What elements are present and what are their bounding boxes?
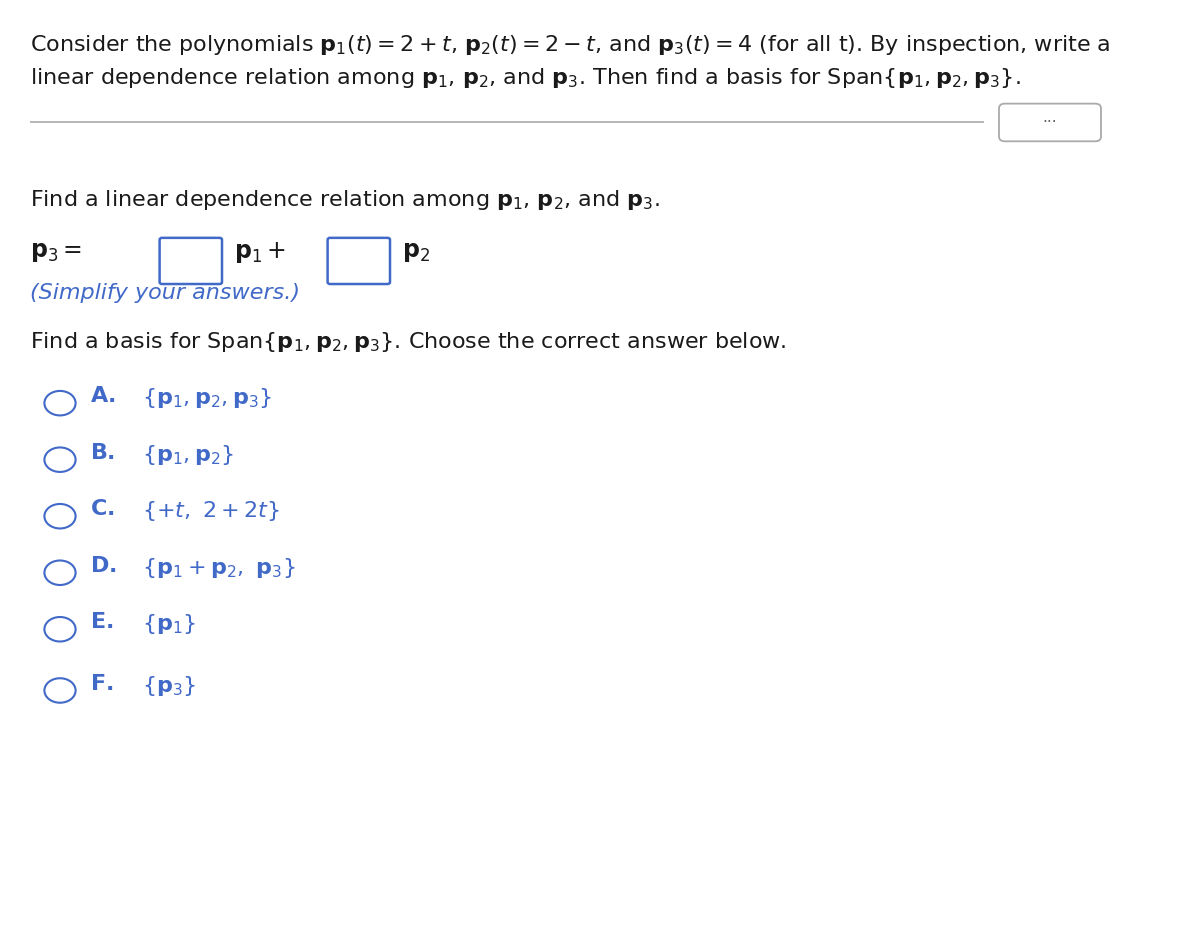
Text: Find a linear dependence relation among $\mathbf{p}_1$, $\mathbf{p}_2$, and $\ma: Find a linear dependence relation among …: [30, 188, 660, 212]
Text: ···: ···: [1043, 115, 1057, 130]
FancyBboxPatch shape: [998, 104, 1102, 141]
Text: $\{\mathbf{p}_1, \mathbf{p}_2, \mathbf{p}_3\}$: $\{\mathbf{p}_1, \mathbf{p}_2, \mathbf{p…: [142, 386, 272, 410]
Text: $\mathbf{E.}$: $\mathbf{E.}$: [90, 612, 113, 632]
Text: $\{\mathbf{p}_1, \mathbf{p}_2\}$: $\{\mathbf{p}_1, \mathbf{p}_2\}$: [142, 443, 234, 466]
Text: $\{\mathbf{p}_3\}$: $\{\mathbf{p}_3\}$: [142, 674, 196, 697]
Text: Find a basis for Span$\{\mathbf{p}_1, \mathbf{p}_2, \mathbf{p}_3\}$. Choose the : Find a basis for Span$\{\mathbf{p}_1, \m…: [30, 330, 786, 353]
Text: $\mathbf{A.}$: $\mathbf{A.}$: [90, 386, 115, 406]
Text: $\mathbf{p}_3 =$: $\mathbf{p}_3 =$: [30, 240, 83, 264]
Text: $\mathbf{B.}$: $\mathbf{B.}$: [90, 443, 115, 463]
Text: $\mathbf{p}_1 +$: $\mathbf{p}_1 +$: [234, 240, 287, 266]
Text: $\{+t,\ 2 + 2t\}$: $\{+t,\ 2 + 2t\}$: [142, 499, 280, 523]
Text: $\{\mathbf{p}_1\}$: $\{\mathbf{p}_1\}$: [142, 612, 196, 636]
Circle shape: [44, 678, 76, 703]
Circle shape: [44, 504, 76, 528]
Circle shape: [44, 560, 76, 585]
FancyBboxPatch shape: [160, 237, 222, 284]
Text: (Simplify your answers.): (Simplify your answers.): [30, 283, 300, 302]
Text: Consider the polynomials $\mathbf{p}_1(t) = 2 + t$, $\mathbf{p}_2(t) = 2 - t$, a: Consider the polynomials $\mathbf{p}_1(t…: [30, 33, 1110, 57]
Circle shape: [44, 447, 76, 472]
Text: $\mathbf{C.}$: $\mathbf{C.}$: [90, 499, 114, 519]
Text: linear dependence relation among $\mathbf{p}_1$, $\mathbf{p}_2$, and $\mathbf{p}: linear dependence relation among $\mathb…: [30, 66, 1021, 89]
FancyBboxPatch shape: [328, 237, 390, 284]
Circle shape: [44, 617, 76, 642]
Text: $\mathbf{F.}$: $\mathbf{F.}$: [90, 674, 113, 693]
Text: $\mathbf{D.}$: $\mathbf{D.}$: [90, 556, 116, 576]
Text: $\mathbf{p}_2$: $\mathbf{p}_2$: [402, 240, 430, 264]
Circle shape: [44, 391, 76, 415]
Text: $\{\mathbf{p}_1 + \mathbf{p}_2,\ \mathbf{p}_3\}$: $\{\mathbf{p}_1 + \mathbf{p}_2,\ \mathbf…: [142, 556, 295, 579]
